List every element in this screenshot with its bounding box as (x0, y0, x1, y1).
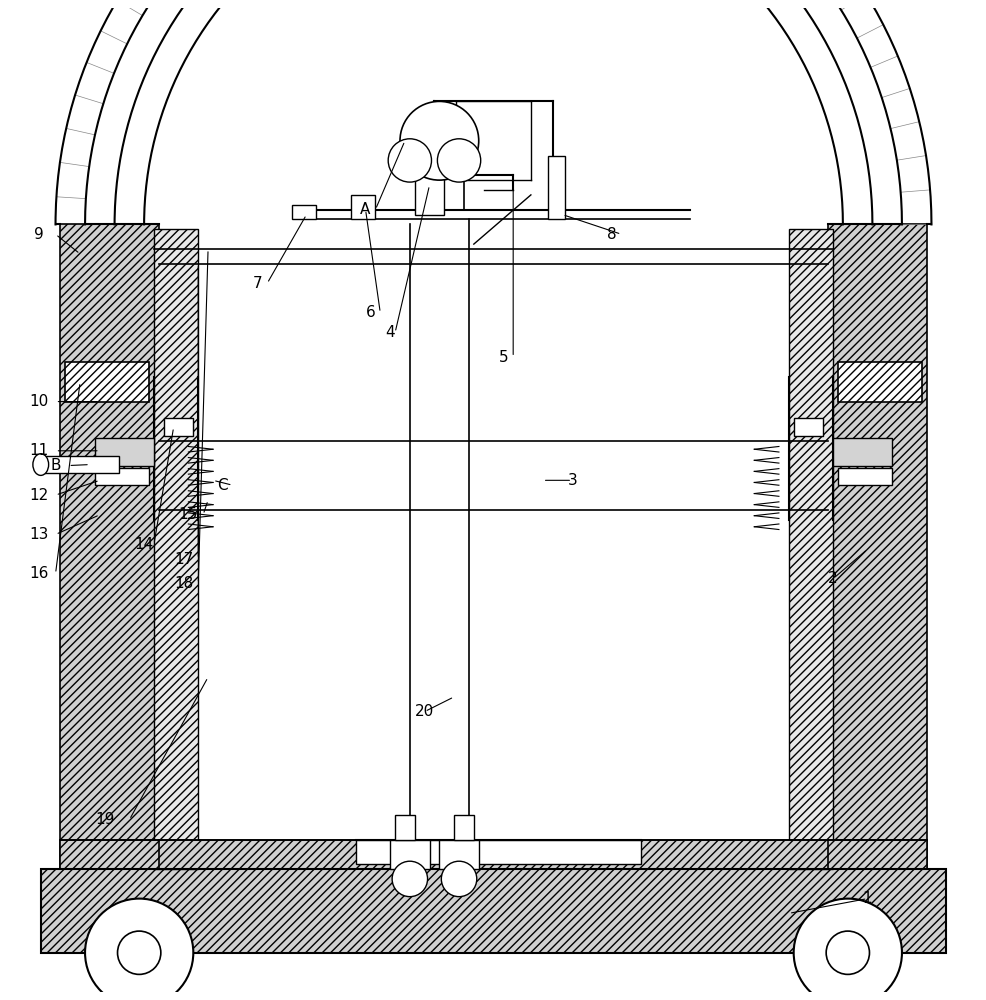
Circle shape (437, 139, 480, 182)
Text: 15: 15 (178, 507, 198, 522)
Bar (832, 438, 891, 466)
Bar (547, 156, 565, 219)
Text: 17: 17 (174, 552, 193, 567)
Bar (414, 156, 444, 215)
Text: 1: 1 (862, 891, 872, 906)
Text: 5: 5 (498, 350, 508, 365)
Text: 14: 14 (134, 537, 154, 552)
Bar (454, 815, 473, 840)
Circle shape (825, 931, 869, 974)
Text: 13: 13 (29, 527, 48, 542)
Bar (389, 840, 429, 869)
Circle shape (793, 899, 901, 1000)
Bar (60, 840, 926, 869)
Ellipse shape (33, 454, 48, 475)
Bar (40, 869, 946, 953)
Circle shape (387, 139, 431, 182)
Text: 7: 7 (252, 276, 262, 291)
Text: C: C (217, 478, 228, 493)
Bar (65, 362, 149, 402)
Bar (164, 418, 193, 436)
Text: 2: 2 (827, 571, 837, 586)
Text: 8: 8 (606, 227, 616, 242)
Circle shape (441, 861, 476, 897)
Text: 20: 20 (414, 704, 434, 719)
Text: 19: 19 (95, 812, 114, 827)
Bar (827, 224, 926, 869)
Text: 10: 10 (30, 394, 48, 409)
Bar (788, 229, 832, 869)
Bar (292, 205, 317, 219)
Bar (95, 468, 149, 485)
Text: 6: 6 (365, 305, 375, 320)
Bar (394, 815, 414, 840)
Bar (837, 362, 921, 402)
Text: 3: 3 (567, 473, 577, 488)
Bar (350, 195, 375, 219)
Circle shape (399, 101, 478, 180)
Bar (60, 224, 159, 869)
Text: 16: 16 (29, 566, 48, 581)
Bar (154, 229, 198, 869)
Text: 11: 11 (30, 443, 48, 458)
Text: 4: 4 (385, 325, 394, 340)
Text: B: B (50, 458, 61, 473)
Bar (40, 869, 946, 953)
Circle shape (85, 899, 193, 1000)
Text: A: A (360, 202, 371, 217)
Bar (40, 456, 119, 473)
Circle shape (391, 861, 427, 897)
Bar (837, 468, 891, 485)
Bar (793, 418, 822, 436)
Bar (439, 840, 478, 869)
Text: 9: 9 (34, 227, 43, 242)
Circle shape (117, 931, 161, 974)
Text: 18: 18 (174, 576, 193, 591)
Bar (355, 840, 641, 864)
Text: 12: 12 (30, 488, 48, 503)
Bar (95, 438, 154, 466)
